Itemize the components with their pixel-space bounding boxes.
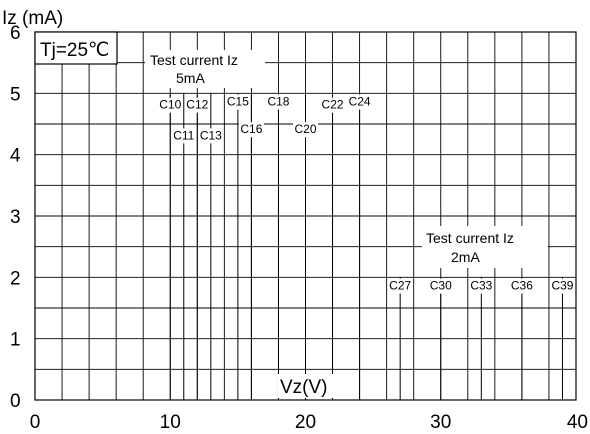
x-tick-label: 20 (295, 412, 316, 433)
annotation-box-5ma (145, 50, 265, 88)
x-tick-label: 40 (567, 412, 588, 433)
series-curves (169, 93, 563, 400)
x-tick-label: 30 (430, 412, 451, 433)
series-label-c15: C15 (227, 95, 249, 109)
annotation-5ma-line1: Test current Iz (150, 52, 238, 68)
series-label-bg (198, 128, 224, 144)
series-label-bg (549, 278, 575, 294)
condition-box (34, 31, 118, 65)
y-tick-label: 3 (10, 207, 21, 228)
y-tick-label: 1 (10, 330, 21, 351)
annotation-2ma-line1: Test current Iz (426, 230, 514, 246)
series-label-bg (184, 97, 210, 113)
series-label-c12: C12 (186, 98, 208, 112)
series-label-c18: C18 (267, 95, 289, 109)
annotation-2ma-line2: 2mA (451, 249, 480, 265)
x-axis-label-bg (278, 374, 338, 398)
series-label-bg (468, 278, 494, 294)
series-label-bg (157, 97, 183, 113)
series-label-c27: C27 (389, 279, 411, 293)
series-label-c36: C36 (511, 279, 533, 293)
condition-label: Tj=25℃ (40, 40, 109, 61)
series-label-c22: C22 (322, 98, 344, 112)
annotation-box-2ma (422, 226, 548, 268)
x-tick-label: 0 (30, 412, 41, 433)
series-label-bg (225, 94, 251, 110)
series-label-c20: C20 (294, 122, 316, 136)
series-label-bg (265, 94, 291, 110)
series-label-bg (171, 128, 197, 144)
series-label-c10: C10 (159, 98, 181, 112)
x-axis-label: Vz(V) (280, 377, 328, 398)
series-label-c24: C24 (349, 95, 371, 109)
series-label-c30: C30 (430, 279, 452, 293)
series-label-c13: C13 (200, 128, 222, 142)
y-tick-label: 0 (10, 391, 21, 412)
series-label-c33: C33 (470, 279, 492, 293)
plot-frame (34, 31, 577, 401)
series-label-bg (293, 122, 318, 138)
series-label-c39: C39 (551, 279, 573, 293)
series-labels: C10 C11 C12 C13 C15 C16 C18 C20 C22 C24 C27 C30 C33 C… (157, 94, 575, 294)
series-label-bg (347, 94, 373, 110)
y-axis-label: Iz (mA) (2, 8, 63, 29)
y-tick-label: 6 (10, 23, 21, 44)
x-tick-label: 10 (160, 412, 181, 433)
annotation-5ma-line2: 5mA (176, 70, 205, 86)
series-label-bg (509, 278, 535, 294)
series-label-bg (387, 278, 413, 294)
series-label-bg (320, 97, 346, 113)
y-tick-label: 2 (10, 268, 21, 289)
y-tick-label: 5 (10, 84, 21, 105)
series-label-bg (428, 278, 454, 294)
series-label-bg (238, 122, 264, 138)
series-label-c16: C16 (240, 122, 262, 136)
tick-labels: 0 1 2 3 4 5 6 0 10 20 30 40 (10, 23, 588, 433)
y-tick-label: 4 (10, 146, 21, 167)
series-label-c11: C11 (173, 128, 194, 142)
